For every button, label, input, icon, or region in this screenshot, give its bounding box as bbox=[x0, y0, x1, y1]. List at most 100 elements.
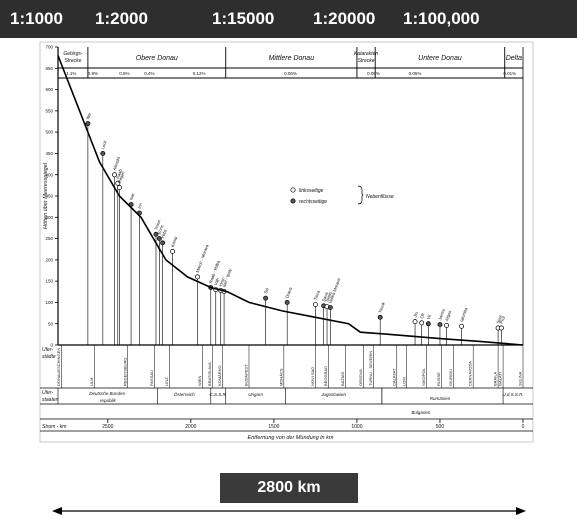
row-label-cities-b: städte bbox=[42, 354, 56, 360]
tributary-point-18 bbox=[312, 302, 318, 308]
gradient-label-3: 0.4% bbox=[144, 71, 154, 76]
y-tick-label-8: 400 bbox=[45, 172, 53, 177]
distance-arrow-right-head bbox=[516, 507, 526, 515]
tributary-point-28 bbox=[459, 323, 465, 329]
state-label-0-b: republik bbox=[100, 398, 117, 403]
tributary-label-13: Váh bbox=[213, 277, 220, 286]
section-label-0-b: Strecke bbox=[64, 58, 81, 64]
tributary-label-22: Timok bbox=[377, 301, 386, 314]
section-label-0-a: Gebirgs- bbox=[63, 51, 83, 57]
tributary-label-23: Jiu bbox=[412, 311, 419, 318]
tributary-label-28: Ialomita bbox=[459, 306, 469, 322]
gradient-label-5: 0.06% bbox=[284, 71, 297, 76]
section-label-2: Mittlere Donau bbox=[269, 55, 315, 62]
scale-label-5: 1:100,000 bbox=[403, 9, 480, 28]
tributary-label-2: Altmühl bbox=[112, 156, 121, 171]
state-label-4: Jugoslawien bbox=[320, 392, 346, 397]
section-label-4: Untere Donau bbox=[418, 55, 462, 62]
city-label-2: REGENSBURG bbox=[122, 358, 127, 386]
tributary-label-8: Enns bbox=[157, 224, 165, 235]
tributary-label-0: Iller bbox=[85, 111, 92, 120]
row-label-states-a: Ufer- bbox=[42, 390, 53, 396]
tributary-label-4: Regen bbox=[117, 170, 126, 184]
city-label-14: TURNU - SEVERIN bbox=[368, 351, 373, 386]
tributary-point-3 bbox=[115, 180, 121, 186]
y-tick-label-3: 150 bbox=[45, 279, 53, 284]
legend-left-label: linksseitige bbox=[299, 188, 324, 194]
section-label-5: Delta bbox=[506, 55, 522, 62]
legend-left-marker bbox=[290, 187, 296, 193]
x-tick-label-2: 1500 bbox=[268, 424, 279, 430]
tributary-label-25: Vit bbox=[426, 313, 433, 320]
city-label-4: LINZ bbox=[164, 377, 169, 386]
tributary-point-16 bbox=[263, 295, 269, 301]
tributary-label-17: Drava bbox=[284, 286, 293, 299]
y-tick-label-11: 550 bbox=[45, 108, 53, 113]
city-label-12: BAZIAS bbox=[340, 371, 345, 386]
tributary-label-27: Arges bbox=[444, 310, 452, 322]
y-tick-label-12: 600 bbox=[45, 87, 53, 92]
tributary-label-10: Kamp bbox=[170, 235, 179, 248]
city-label-20: CERNAVODA bbox=[468, 361, 473, 386]
scale-label-3: 1:15000 bbox=[212, 9, 275, 28]
city-label-21: BRAILA bbox=[493, 371, 498, 386]
tributary-label-3: Naab bbox=[115, 168, 123, 180]
city-label-17: NIKOPOL bbox=[421, 367, 426, 386]
tributary-label-14: Hron bbox=[218, 276, 226, 287]
city-label-5: WIEN bbox=[197, 375, 202, 386]
x-tick-label-5: 0 bbox=[522, 424, 525, 430]
city-label-0: DONAUESCHINGEN bbox=[56, 348, 61, 386]
y-tick-label-14: 700 bbox=[45, 45, 53, 50]
tributary-label-7: Traun bbox=[153, 218, 162, 230]
tributary-label-1: Lech bbox=[100, 139, 108, 150]
gradient-label-7: 0.05% bbox=[409, 71, 422, 76]
gradient-label-1: 0.9% bbox=[88, 71, 98, 76]
y-tick-label-2: 100 bbox=[45, 300, 53, 305]
distance-arrow-left-head bbox=[52, 507, 62, 515]
x-tick-label-1: 2000 bbox=[185, 424, 196, 430]
y-tick-label-6: 300 bbox=[45, 215, 53, 220]
city-label-9: MOHÁCS bbox=[278, 368, 283, 386]
y-tick-label-4: 200 bbox=[45, 257, 53, 262]
city-label-13: ORSOVA bbox=[358, 369, 363, 386]
city-label-7: KOMÁRNO bbox=[217, 365, 222, 386]
gradient-label-2: 0.5% bbox=[119, 71, 129, 76]
x-tick-label-3: 1000 bbox=[351, 424, 362, 430]
tributary-point-25 bbox=[425, 321, 431, 327]
tributary-label-9: Ybbs bbox=[160, 228, 168, 239]
city-label-8: BUDAPEST bbox=[243, 364, 248, 386]
tributary-label-26: Jantra bbox=[437, 308, 446, 321]
city-label-15: CALAFAT bbox=[391, 368, 396, 386]
chart-frame bbox=[39, 41, 534, 443]
scale-header-bar: 1:1000 1:2000 1:15000 1:20000 1:100,000 bbox=[0, 0, 577, 38]
y-tick-label-5: 250 bbox=[45, 236, 53, 241]
tributary-label-30: Prut bbox=[499, 315, 507, 325]
city-label-10: NOVI SAD bbox=[310, 367, 315, 386]
tributary-point-30 bbox=[498, 325, 504, 331]
state-label-1: Österreich bbox=[174, 391, 195, 397]
section-label-3-b: Strecke bbox=[358, 58, 375, 64]
y-tick-label-7: 350 bbox=[45, 194, 53, 199]
y-axis-label: Höhen über Meeresspiegel bbox=[43, 162, 49, 229]
gradient-label-8: 0.01% bbox=[503, 71, 516, 76]
distance-arrow bbox=[52, 507, 526, 515]
tributary-label-19: Sava bbox=[321, 291, 329, 302]
state-label-7: U.d.S.S.R. bbox=[502, 392, 523, 397]
legend-brace bbox=[357, 185, 364, 205]
section-label-1: Obere Donau bbox=[136, 55, 178, 62]
scale-label-2: 1:2000 bbox=[95, 9, 148, 28]
y-tick-label-9: 450 bbox=[45, 151, 53, 156]
tributary-label-18: Tisza bbox=[313, 289, 321, 301]
tributary-point-22 bbox=[377, 314, 383, 320]
river-profile-line bbox=[57, 55, 524, 346]
state-label-0-a: Deutsche Bundes- bbox=[89, 391, 127, 396]
tributary-label-20: Tamis bbox=[324, 291, 332, 303]
x-tick-label-0: 2500 bbox=[102, 424, 113, 430]
x-tick-label-4: 500 bbox=[436, 424, 445, 430]
tributary-point-23 bbox=[412, 319, 418, 325]
tributary-point-17 bbox=[284, 299, 290, 305]
tributary-point-0 bbox=[85, 121, 91, 127]
city-label-18: RUSSE bbox=[436, 372, 441, 386]
state-label-6: Bulgarien bbox=[411, 410, 431, 415]
tributary-point-2 bbox=[112, 172, 117, 178]
